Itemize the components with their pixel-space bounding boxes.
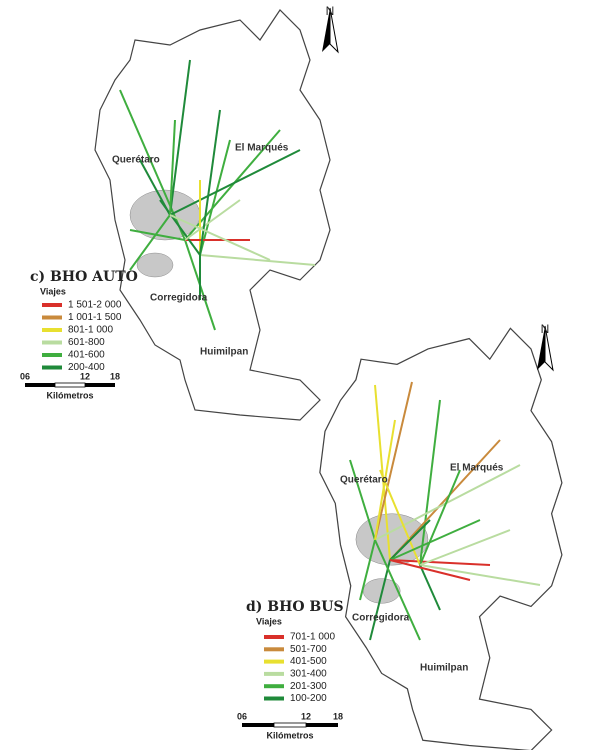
scale-segment — [25, 383, 55, 387]
place-label: El Marqués — [450, 463, 504, 474]
flow-line — [389, 519, 481, 561]
flow-line — [389, 559, 471, 581]
flow-line — [374, 464, 521, 541]
legend-subtitle: Viajes — [40, 286, 66, 296]
place-label: Huimilpan — [200, 347, 248, 358]
legend-title: d) BHO BUS — [246, 599, 344, 615]
flow-line — [159, 199, 201, 256]
place-label: Corregidora — [352, 613, 410, 624]
legend-swatch — [42, 365, 62, 370]
scale-unit: Kilómetros — [266, 730, 313, 740]
flow-line — [419, 529, 511, 566]
flow-line — [374, 384, 391, 561]
flow-line — [129, 214, 171, 271]
scale-label: 18 — [110, 371, 120, 381]
urban-area — [355, 513, 429, 566]
flow-line — [389, 439, 501, 561]
north-label: N — [326, 4, 335, 18]
scale-label: 12 — [301, 711, 311, 721]
legend-swatch — [42, 340, 62, 345]
legend-subtitle: Viajes — [256, 616, 282, 626]
scale-bar: 06 12 18 Kilómetros — [20, 371, 120, 400]
flow-line — [389, 559, 491, 566]
flow-line — [199, 254, 316, 266]
flow-line — [129, 229, 186, 241]
flow-line — [349, 459, 376, 541]
flow-line — [119, 89, 186, 241]
scale-segment — [85, 383, 115, 387]
map-c — [94, 9, 331, 421]
flow-line — [419, 469, 461, 566]
flow-line — [419, 399, 441, 566]
flow-line — [359, 539, 376, 601]
legend-label: 1 001-1 500 — [68, 312, 122, 323]
scale-bar: 06 12 18 Kilómetros — [237, 711, 343, 740]
flows — [349, 381, 541, 641]
legend-label: 601-800 — [68, 337, 105, 348]
north-arrow — [322, 8, 330, 52]
flows — [119, 59, 316, 331]
place-label: Corregidora — [150, 293, 208, 304]
legend-label: 701-1 000 — [290, 632, 335, 643]
place-label: Huimilpan — [420, 663, 468, 674]
scale-segment — [306, 723, 338, 727]
flow-line — [419, 564, 441, 611]
legend-swatch — [264, 659, 284, 664]
scale-label: 12 — [80, 371, 90, 381]
scale-label: 18 — [333, 711, 343, 721]
legend-label: 1 501-2 000 — [68, 300, 122, 311]
legend-title: c) BHO AUTO — [30, 269, 138, 285]
flow-line — [374, 419, 396, 541]
scale-segment — [54, 382, 86, 388]
legend-label: 501-700 — [290, 644, 327, 655]
legend-swatch — [42, 328, 62, 332]
legend-swatch — [42, 353, 62, 357]
scale-label: 06 — [20, 371, 30, 381]
place-label: El Marqués — [235, 143, 289, 154]
flow-line — [184, 199, 241, 241]
flow-line — [369, 559, 391, 641]
urban-area — [136, 252, 174, 278]
flow-line — [374, 381, 413, 541]
legend-swatch — [264, 635, 284, 639]
flow-line — [389, 519, 431, 561]
legend-swatch — [42, 303, 62, 307]
flow-line — [374, 539, 421, 641]
north-label: N — [541, 322, 550, 336]
flow-line — [169, 214, 271, 261]
legend-label: 401-500 — [290, 656, 327, 667]
scale-label: 06 — [237, 711, 247, 721]
legend-label: 801-1 000 — [68, 325, 113, 336]
flow-line — [199, 139, 231, 256]
scale-segment — [273, 722, 307, 728]
legend-label: 200-400 — [68, 362, 105, 373]
scale-segment — [242, 723, 274, 727]
place-label: Querétaro — [112, 155, 160, 166]
flow-line — [169, 149, 301, 216]
flow-line — [169, 59, 191, 216]
legend-swatch — [264, 671, 284, 676]
north-arrow — [537, 326, 545, 370]
legend-label: 301-400 — [290, 669, 327, 680]
flow-line — [419, 564, 541, 586]
north-arrow — [329, 7, 339, 54]
north-arrow — [544, 325, 554, 372]
legend-label: 401-600 — [68, 350, 105, 361]
legend-label: 201-300 — [290, 681, 327, 692]
legend-swatch — [264, 684, 284, 689]
map-d — [319, 327, 563, 750]
legend-swatch — [42, 315, 62, 320]
scale-unit: Kilómetros — [46, 390, 93, 400]
legend-swatch — [264, 647, 284, 652]
legend-swatch — [264, 696, 284, 701]
place-label: Querétaro — [340, 475, 388, 486]
flow-line — [169, 119, 176, 216]
legend-label: 100-200 — [290, 693, 327, 704]
